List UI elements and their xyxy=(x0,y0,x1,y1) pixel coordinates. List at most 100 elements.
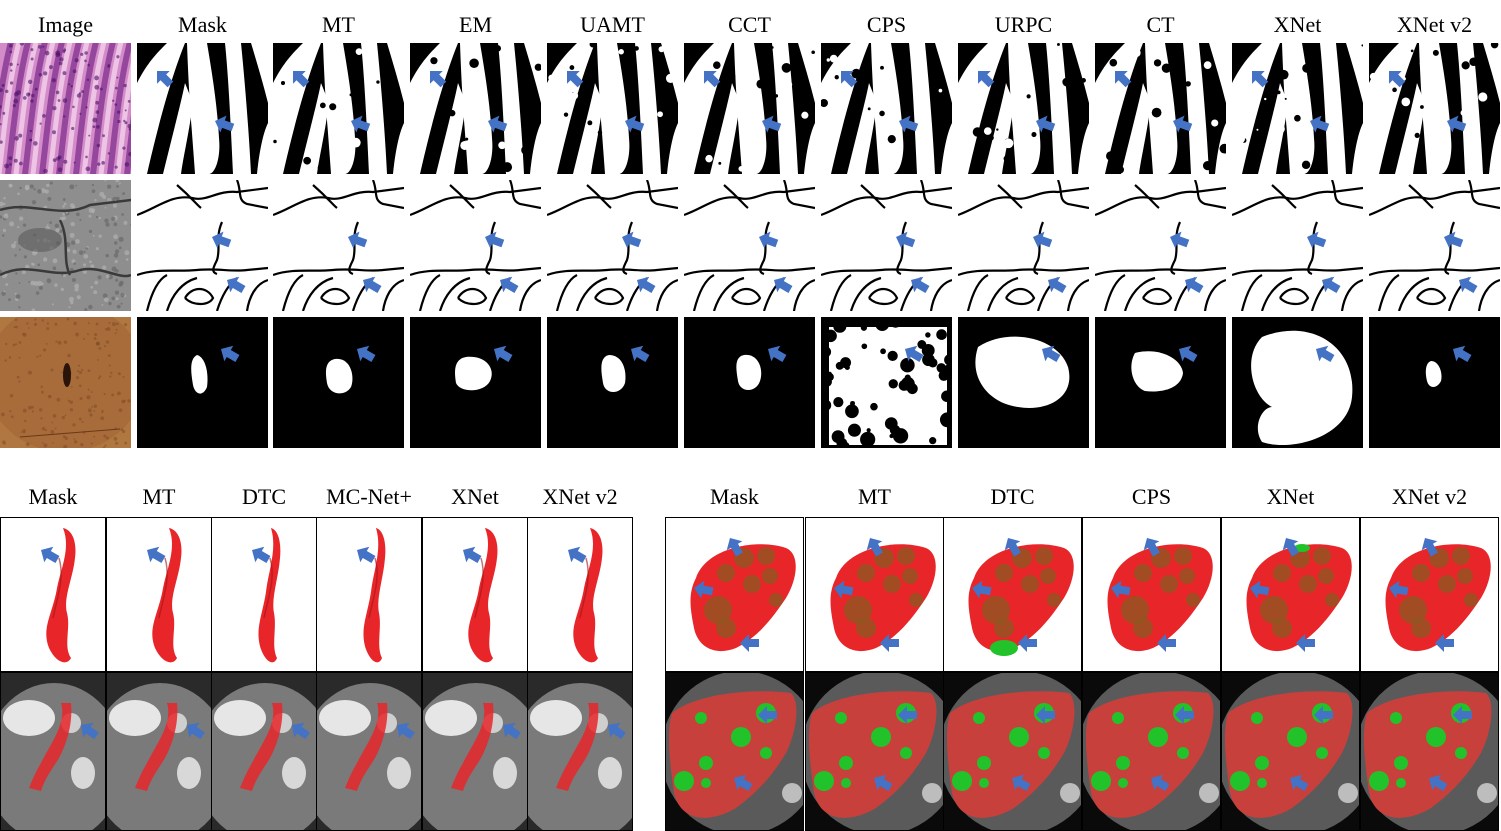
liver-3d-4-graphic xyxy=(1222,518,1359,671)
arrow-icon xyxy=(905,345,924,362)
em-mask-5 xyxy=(684,180,815,311)
dermoscopy-mask-1 xyxy=(137,317,268,448)
bottom-right-header-xnet: XNet xyxy=(1266,484,1315,509)
arrow-icon xyxy=(568,546,587,563)
liver-ct-3 xyxy=(1082,672,1221,831)
arrow-icon xyxy=(567,71,584,88)
arrow-icon xyxy=(252,546,271,563)
arrow-icon xyxy=(292,722,310,740)
em-mask-6-graphic xyxy=(821,180,952,311)
liver-ct-1-graphic xyxy=(806,673,943,830)
arrow-icon xyxy=(1316,345,1335,362)
pancreas-ct-5 xyxy=(527,672,633,831)
bottom-left-header-mc-net-: MC-Net+ xyxy=(326,484,412,509)
arrow-icon xyxy=(898,706,917,724)
liver-3d-0 xyxy=(665,517,804,672)
pancreas-3d-5-graphic xyxy=(528,518,632,671)
arrow-icon xyxy=(1444,231,1464,249)
em-mask-8-graphic xyxy=(1095,180,1226,311)
histology-mask-10 xyxy=(1369,43,1500,174)
pancreas-ct-1 xyxy=(106,672,212,831)
pancreas-ct-3 xyxy=(316,672,422,831)
arrow-icon xyxy=(1322,276,1341,293)
arrow-icon xyxy=(1033,231,1053,249)
arrow-icon xyxy=(880,634,899,652)
arrow-icon xyxy=(734,774,753,791)
histology-mask-2 xyxy=(273,43,404,174)
liver-ct-2 xyxy=(943,672,1082,831)
histology-mask-9-graphic xyxy=(1232,43,1363,174)
pancreas-ct-3-graphic xyxy=(317,673,421,830)
pancreas-ct-0 xyxy=(0,672,106,831)
dermoscopy-mask-4 xyxy=(547,317,678,448)
arrow-icon xyxy=(215,115,235,133)
arrow-icon xyxy=(500,276,519,293)
arrow-icon xyxy=(1310,115,1330,133)
histology-mask-3-graphic xyxy=(410,43,541,174)
dermoscopy-mask-6-graphic xyxy=(821,317,952,448)
arrow-icon xyxy=(41,546,60,563)
histology-mask-10-graphic xyxy=(1369,43,1500,174)
liver-ct-2-graphic xyxy=(944,673,1081,830)
pancreas-ct-2-graphic xyxy=(212,673,316,830)
pancreas-3d-4-graphic xyxy=(423,518,527,671)
arrow-icon xyxy=(1314,706,1333,724)
liver-ct-4 xyxy=(1221,672,1360,831)
arrow-icon xyxy=(704,71,721,88)
histology-mask-4-graphic xyxy=(547,43,678,174)
top-header-ct: CT xyxy=(1146,12,1175,37)
pancreas-ct-5-graphic xyxy=(528,673,632,830)
dermoscopy-mask-2-graphic xyxy=(273,317,404,448)
arrow-icon xyxy=(1157,634,1176,652)
arrow-icon xyxy=(625,115,645,133)
arrow-icon xyxy=(896,231,916,249)
top-header-cct: CCT xyxy=(728,12,771,37)
liver-ct-3-graphic xyxy=(1083,673,1220,830)
pancreas-3d-3 xyxy=(316,517,422,672)
em-mask-2-graphic xyxy=(273,180,404,311)
bottom-right-header-dtc: DTC xyxy=(990,484,1035,509)
arrow-icon xyxy=(357,546,376,563)
pancreas-ct-4 xyxy=(422,672,528,831)
liver-3d-3 xyxy=(1082,517,1221,672)
arrow-icon xyxy=(293,71,310,88)
arrow-icon xyxy=(1012,774,1031,791)
arrow-icon xyxy=(147,546,166,563)
em-image-graphic xyxy=(0,180,131,311)
dermoscopy-mask-3-graphic xyxy=(410,317,541,448)
em-mask-2 xyxy=(273,180,404,311)
arrow-icon xyxy=(972,580,992,599)
liver-3d-5 xyxy=(1360,517,1499,672)
arrow-icon xyxy=(1307,231,1327,249)
em-image xyxy=(0,180,131,311)
arrow-icon xyxy=(1435,634,1454,652)
arrow-icon xyxy=(1170,231,1190,249)
top-header-mt: MT xyxy=(322,12,355,37)
histology-mask-7-graphic xyxy=(958,43,1089,174)
arrow-icon xyxy=(740,634,759,652)
arrow-icon xyxy=(1421,538,1438,557)
arrow-icon xyxy=(1389,71,1406,88)
pancreas-3d-0-graphic xyxy=(1,518,105,671)
arrow-icon xyxy=(1036,115,1056,133)
liver-ct-5 xyxy=(1360,672,1499,831)
top-header-mask: Mask xyxy=(178,12,227,37)
dermoscopy-mask-3 xyxy=(410,317,541,448)
dermoscopy-mask-10-graphic xyxy=(1369,317,1500,448)
bottom-left-header-mt: MT xyxy=(142,484,176,509)
arrow-icon xyxy=(1459,276,1478,293)
liver-3d-0-graphic xyxy=(666,518,803,671)
arrow-icon xyxy=(463,546,482,563)
dermoscopy-mask-5-graphic xyxy=(684,317,815,448)
dermoscopy-image-graphic xyxy=(0,317,131,448)
liver-3d-4 xyxy=(1221,517,1360,672)
arrow-icon xyxy=(1447,115,1467,133)
em-mask-9-graphic xyxy=(1232,180,1363,311)
bottom-right-header-xnet-v2: XNet v2 xyxy=(1391,484,1468,509)
arrow-icon xyxy=(1173,115,1193,133)
liver-3d-1-graphic xyxy=(806,518,943,671)
dermoscopy-mask-9 xyxy=(1232,317,1363,448)
histology-mask-8 xyxy=(1095,43,1226,174)
arrow-icon xyxy=(1453,345,1472,362)
arrow-icon xyxy=(1250,580,1270,599)
